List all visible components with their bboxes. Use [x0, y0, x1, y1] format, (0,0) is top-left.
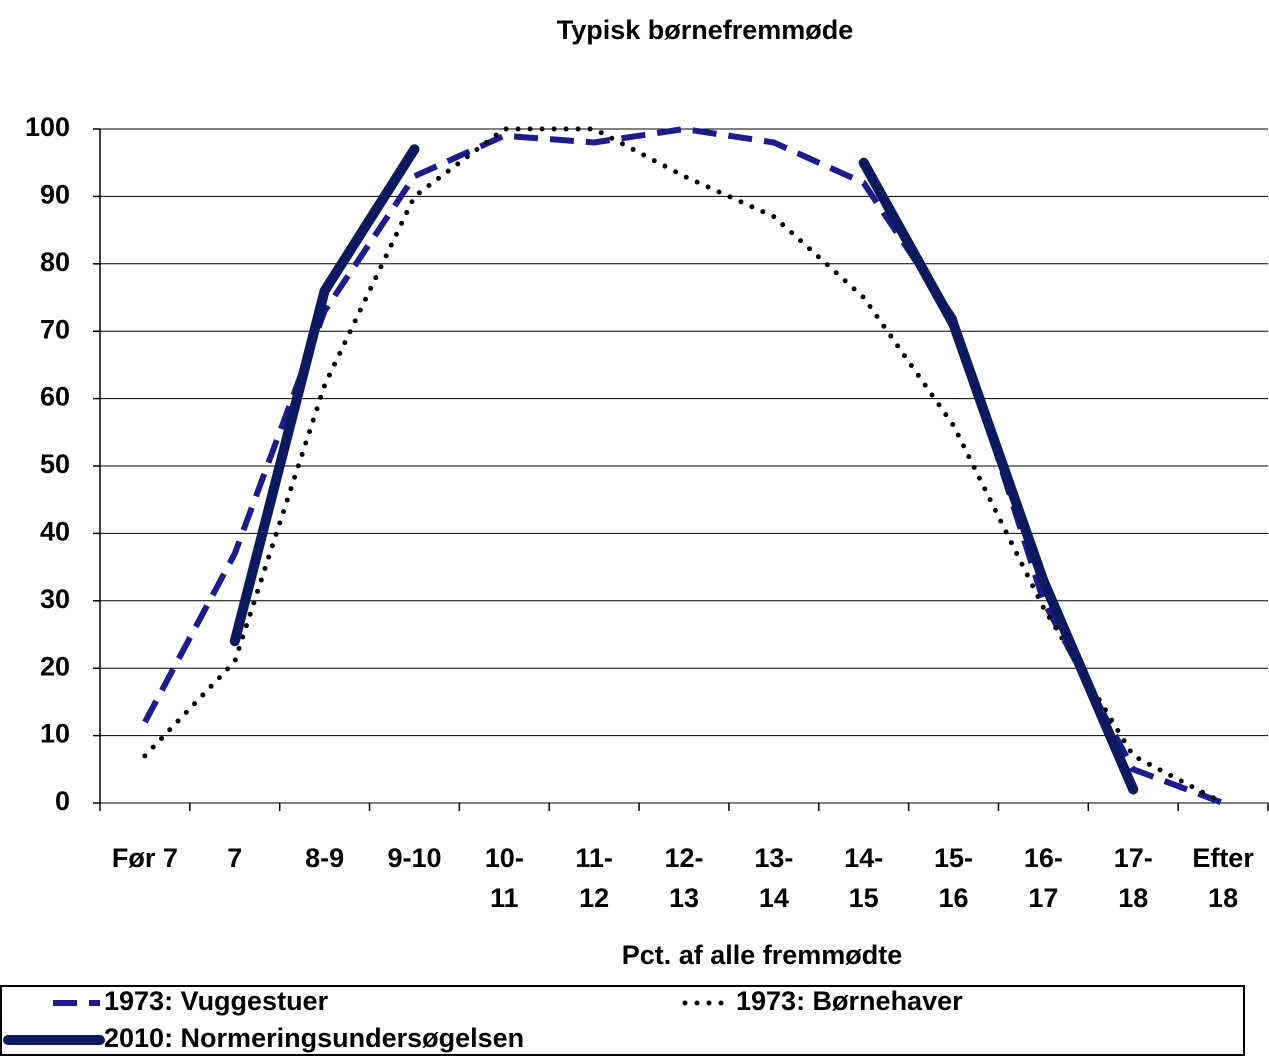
legend-label: 2010: Normeringsundersøgelsen	[104, 1023, 524, 1053]
x-tick-label: 15-16	[934, 843, 973, 913]
y-tick-label: 30	[40, 584, 70, 614]
x-tick-label: 12-13	[664, 843, 703, 913]
y-tick-label: 60	[40, 382, 70, 412]
y-tick-label: 100	[25, 112, 70, 142]
y-tick-label: 20	[40, 651, 70, 681]
chart-title: Typisk børnefremmøde	[557, 15, 854, 45]
series-line	[142, 126, 1226, 806]
x-tick-label: 8-9	[305, 843, 344, 873]
series-line	[142, 125, 1225, 806]
x-tick-label: 17-18	[1114, 843, 1153, 913]
x-axis-title: Pct. af alle fremmødte	[622, 940, 903, 970]
y-tick-label: 70	[40, 314, 70, 344]
y-tick-label: 0	[55, 786, 70, 816]
x-tick-label: 10-11	[485, 843, 524, 913]
x-tick-label: 7	[227, 843, 242, 873]
y-tick-label: 50	[40, 449, 70, 479]
x-tick-label: Efter 18	[1192, 843, 1254, 913]
y-tick-label: 40	[40, 517, 70, 547]
x-tick-label: 13-14	[754, 843, 793, 913]
y-tick-label: 80	[40, 247, 70, 277]
y-tick-label: 90	[40, 180, 70, 210]
legend-label: 1973: Vuggestuer	[104, 986, 329, 1016]
x-tick-label: 11-12	[575, 843, 613, 913]
x-tick-label: Før 7	[112, 843, 178, 873]
legend-box	[0, 985, 1245, 1056]
legend-label: 1973: Børnehaver	[736, 986, 963, 1016]
y-tick-label: 10	[40, 719, 70, 749]
x-tick-label: 14-15	[844, 843, 883, 913]
x-tick-label: 16-17	[1024, 843, 1063, 913]
x-tick-label: 9-10	[387, 843, 441, 873]
series-line	[229, 144, 1139, 795]
